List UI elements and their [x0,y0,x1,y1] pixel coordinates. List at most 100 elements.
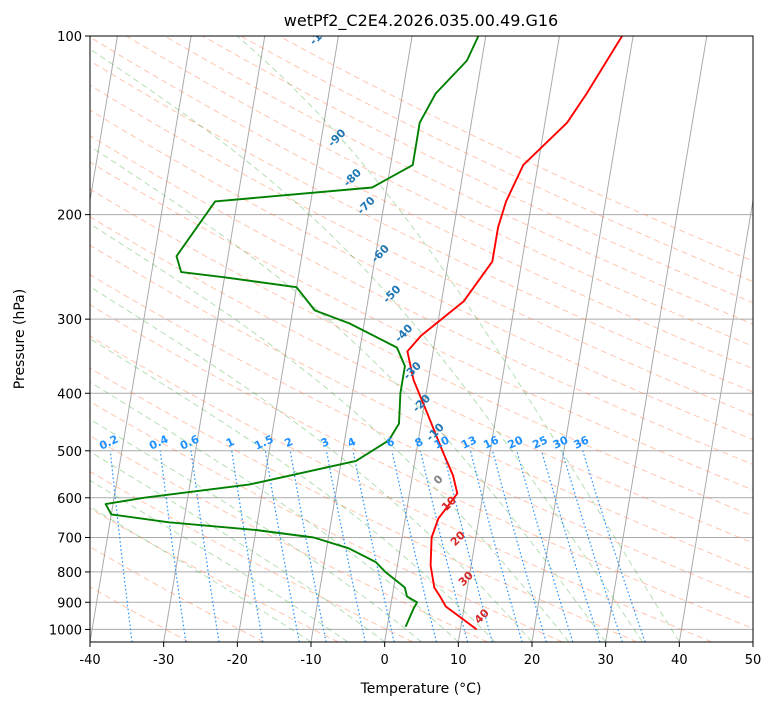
y-tick-label: 300 [57,313,82,328]
mixing-ratio-line [159,450,187,642]
mixing-ratio-line [582,450,646,642]
dry-adiabat-line [240,36,753,283]
dry-adiabat-line [90,161,753,491]
mixing-ratio-label: 36 [572,433,592,451]
plot-frame [89,35,754,643]
isotherm-line [163,36,266,642]
dry-adiabat-line [90,400,563,642]
moist-adiabat-line [236,36,680,642]
mixing-ratio-label: 10 [432,433,452,451]
moist-adiabat-line [90,506,312,642]
mixing-ratio-line [289,450,327,642]
mixing-ratio-label: 0.4 [147,432,170,452]
dry-adiabat-line [90,435,488,642]
dry-adiabat-line [90,507,339,642]
moist-adiabat-line [90,48,643,642]
mixing-ratio-line [442,450,493,642]
y-tick-label: 1000 [49,623,82,638]
mixing-ratio-line [109,450,133,642]
dry-adiabat-line [126,36,753,347]
y-tick-label: 500 [57,445,82,460]
dry-adiabat-line [90,304,753,630]
dry-adiabat-line [90,135,753,466]
moist-adiabat-line [90,479,349,642]
mixing-ratio-label: 8 [413,435,425,450]
dry-adiabats [90,36,753,642]
dry-adiabat-line [90,60,753,393]
moist-adiabat-line [90,451,385,642]
dry-adiabat-line [202,36,753,304]
isotherm-line [752,638,753,642]
mixing-ratio-line [492,450,547,642]
dry-adiabat-line [90,546,264,642]
dry-adiabat-line [164,36,753,325]
mixing-ratio-label: 25 [530,433,549,451]
moist-adiabat-line [90,223,570,642]
temperature-line [406,36,623,631]
dry-adiabat-line [90,188,753,517]
mixing-ratio-label: 0.2 [97,433,120,453]
moist-adiabat-line [90,338,496,642]
x-axis-label: Temperature (°C) [360,681,482,697]
x-tick-label: 0 [381,653,389,668]
y-tick-label: 800 [57,566,82,581]
moist-adiabat-line [90,145,607,642]
isotherm-line [678,197,753,642]
x-tick-label: 40 [671,653,688,668]
mixing-ratio-line [419,450,469,642]
dry-adiabat-label: -70 [355,194,378,217]
mixing-ratio-line [190,450,220,642]
x-tick-label: -10 [300,653,321,668]
mixing-ratio-label: 1 [224,435,236,450]
isotherm-line [457,36,560,642]
dry-adiabat-line [90,84,753,416]
mixing-ratio-line [561,450,623,642]
x-tick-label: 20 [524,653,541,668]
chart-title: wetPf2_C2E4.2026.035.00.49.G16 [284,11,558,31]
y-tick-label: 600 [57,492,82,507]
mixing-ratio-label: 4 [345,435,358,450]
mixing-ratio-label: 16 [481,433,501,451]
isotherm-line [90,36,118,204]
dry-adiabat-line [90,244,753,572]
dry-adiabat-label: -50 [380,282,403,305]
sounding-series [104,36,623,631]
dry-adiabat-label: -60 [369,242,392,265]
mixing-ratio-labels: 0.1 0.2 0.4 0.6 1 1.5 2 3 4 6 8 10 13 16 20 25 30 36 [97,432,592,453]
plot-area: -100-90-80-70-60-50-40-30-20-10010203040… [90,19,753,642]
mixing-ratio-label: 20 [506,433,526,451]
mixing-ratio-line [516,450,574,642]
dry-adiabat-label: 20 [448,528,468,548]
mixing-ratio-line [540,450,601,642]
mixing-ratio-line [325,450,366,642]
mixing-ratio-label: 13 [459,433,478,451]
dry-adiabat-label: 0 [431,472,446,487]
dry-adiabat-line [90,274,753,600]
moist-adiabat-line [90,286,533,642]
dry-adiabat-label: -40 [392,321,415,344]
dry-adiabat-line [90,470,414,642]
isotherm-line [236,36,339,642]
dry-adiabat-label: -20 [410,392,433,415]
isotherm-line [90,36,192,642]
mixing-ratio-label: 30 [551,433,571,451]
dry-adiabat-line [90,367,638,642]
y-tick-label: 200 [57,209,82,224]
dry-adiabat-label: -100 [307,19,336,48]
moist-adiabat-line [90,418,422,642]
isotherm-line [605,36,708,642]
x-tick-label: 30 [597,653,614,668]
y-tick-label: 400 [57,387,82,402]
pressure-gridlines [90,36,753,630]
y-tick-label: 900 [57,596,82,611]
moist-adiabats [90,36,680,642]
isotherm-line [384,36,487,642]
dry-adiabat-label: -90 [325,126,348,149]
dry-adiabat-label: -80 [341,166,364,189]
y-tick-label: 100 [57,30,82,45]
y-axis: 100 200 300 400 500 600 700 800 900 1000 [49,30,90,638]
dewpoint-line [104,36,480,628]
dry-adiabat-line [90,109,753,441]
mixing-ratio-label: 2 [283,435,295,450]
